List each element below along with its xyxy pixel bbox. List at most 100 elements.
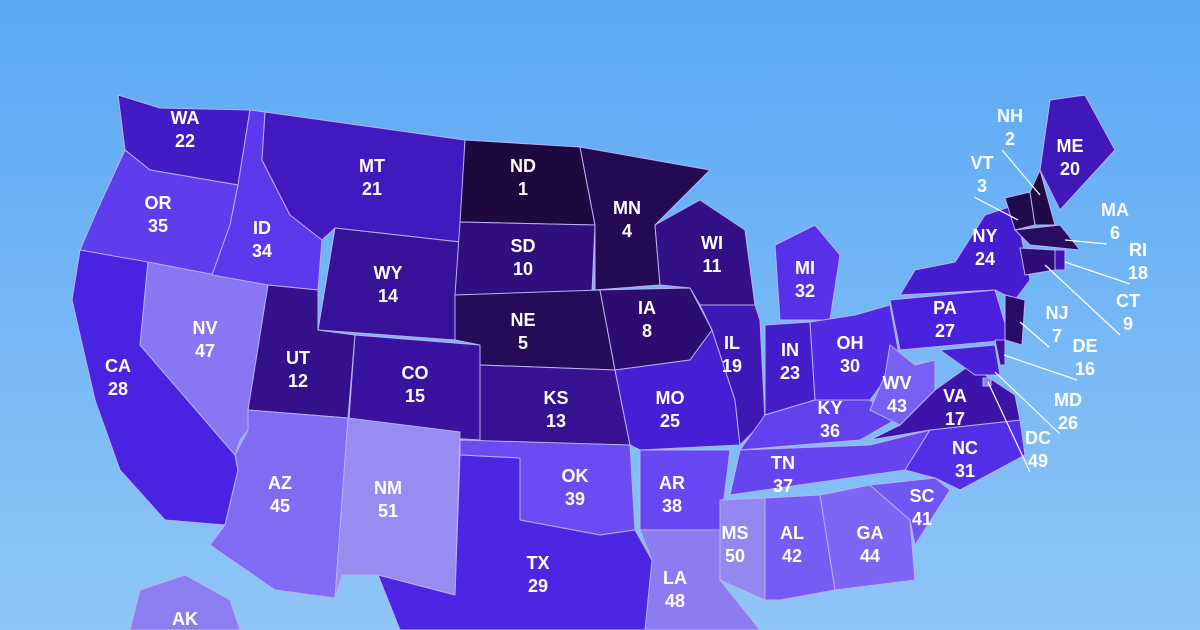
state-abbr: AK bbox=[172, 609, 198, 629]
state-rank: 16 bbox=[1075, 359, 1095, 379]
state-abbr: KS bbox=[543, 388, 568, 408]
state-shape bbox=[1004, 294, 1026, 346]
state-rank: 20 bbox=[1060, 159, 1080, 179]
state-rank: 3 bbox=[977, 176, 987, 196]
state-shape bbox=[1019, 247, 1056, 276]
state-abbr: MS bbox=[722, 523, 749, 543]
leader-line bbox=[987, 381, 1031, 473]
state-abbr: TN bbox=[771, 453, 795, 473]
state-rank: 39 bbox=[565, 489, 585, 509]
state-abbr: MO bbox=[656, 388, 685, 408]
state-shape bbox=[764, 494, 836, 601]
state-rank: 43 bbox=[887, 396, 907, 416]
state-abbr: NC bbox=[952, 438, 978, 458]
state-abbr: PA bbox=[933, 298, 957, 318]
state-shape bbox=[1039, 94, 1116, 211]
state-shape bbox=[869, 344, 936, 426]
state-rank: 21 bbox=[362, 179, 382, 199]
state-shape bbox=[869, 477, 951, 546]
state-abbr: NV bbox=[192, 318, 217, 338]
state-rank: 22 bbox=[175, 131, 195, 151]
state-abbr: GA bbox=[857, 523, 884, 543]
state-rank: 18 bbox=[1128, 263, 1148, 283]
state-shape bbox=[1014, 224, 1081, 251]
state-abbr: MN bbox=[613, 198, 641, 218]
leader-line bbox=[973, 196, 1019, 221]
state-shape bbox=[939, 344, 1001, 376]
state-rank: 6 bbox=[1110, 223, 1120, 243]
leader-line bbox=[1044, 264, 1121, 336]
state-abbr: CA bbox=[105, 356, 131, 376]
state-rank: 15 bbox=[405, 386, 425, 406]
state-rank: 49 bbox=[1028, 451, 1048, 471]
state-rank: 9 bbox=[1123, 314, 1133, 334]
state-rank: 19 bbox=[722, 356, 742, 376]
state-abbr: VT bbox=[970, 153, 993, 173]
state-abbr: MT bbox=[359, 156, 385, 176]
state-abbr: MD bbox=[1054, 390, 1082, 410]
state-rank: 2 bbox=[1005, 129, 1015, 149]
leader-line bbox=[1003, 354, 1078, 381]
state-rank: 13 bbox=[546, 411, 566, 431]
state-rank: 8 bbox=[642, 321, 652, 341]
state-rank: 36 bbox=[820, 421, 840, 441]
state-abbr: OR bbox=[145, 193, 172, 213]
state-abbr: NM bbox=[374, 478, 402, 498]
state-rank: 44 bbox=[860, 546, 880, 566]
state-rank: 48 bbox=[665, 591, 685, 611]
state-abbr: RI bbox=[1129, 240, 1147, 260]
state-rank: 41 bbox=[912, 509, 932, 529]
state-rank: 32 bbox=[795, 281, 815, 301]
state-rank: 4 bbox=[622, 221, 632, 241]
state-rank: 5 bbox=[518, 333, 528, 353]
state-abbr: WV bbox=[883, 373, 912, 393]
state-abbr: IL bbox=[724, 333, 740, 353]
state-rank: 1 bbox=[518, 179, 528, 199]
state-abbr: NJ bbox=[1045, 303, 1068, 323]
state-abbr: AZ bbox=[268, 473, 292, 493]
state-abbr: KY bbox=[817, 398, 842, 418]
state-abbr: NE bbox=[510, 310, 535, 330]
leader-line bbox=[994, 371, 1061, 435]
state-abbr: WA bbox=[171, 108, 200, 128]
state-abbr: ME bbox=[1057, 136, 1084, 156]
state-abbr: VA bbox=[943, 386, 967, 406]
state-abbr: WI bbox=[701, 233, 723, 253]
state-rank: 34 bbox=[252, 241, 272, 261]
state-rank: 17 bbox=[945, 409, 965, 429]
state-abbr: MI bbox=[795, 258, 815, 278]
state-abbr: MA bbox=[1101, 200, 1129, 220]
state-rank: 23 bbox=[780, 363, 800, 383]
state-abbr: NY bbox=[972, 226, 997, 246]
leader-line bbox=[1019, 321, 1050, 348]
state-shapes bbox=[71, 94, 1116, 630]
state-abbr: LA bbox=[663, 568, 687, 588]
state-abbr: CT bbox=[1116, 291, 1140, 311]
state-shape bbox=[1054, 249, 1066, 271]
state-shape bbox=[994, 339, 1006, 366]
state-abbr: WY bbox=[374, 263, 403, 283]
state-rank: 29 bbox=[528, 576, 548, 596]
state-rank: 12 bbox=[288, 371, 308, 391]
state-shape bbox=[317, 227, 461, 341]
state-shape bbox=[1029, 169, 1056, 226]
state-shape bbox=[774, 224, 841, 321]
state-rank: 37 bbox=[773, 476, 793, 496]
state-abbr: SC bbox=[909, 486, 934, 506]
state-rank: 38 bbox=[662, 496, 682, 516]
state-abbr: AL bbox=[780, 523, 804, 543]
state-abbr: UT bbox=[286, 348, 310, 368]
leader-line bbox=[1064, 261, 1131, 285]
state-abbr: DE bbox=[1072, 336, 1097, 356]
state-rank: 47 bbox=[195, 341, 215, 361]
state-abbr: ID bbox=[253, 218, 271, 238]
state-rank: 51 bbox=[378, 501, 398, 521]
state-abbr: ND bbox=[510, 156, 536, 176]
state-rank: 10 bbox=[513, 259, 533, 279]
state-rank: 25 bbox=[660, 411, 680, 431]
state-rank: 50 bbox=[725, 546, 745, 566]
leader-line bbox=[1001, 149, 1041, 196]
state-abbr: AR bbox=[659, 473, 685, 493]
state-rank: 7 bbox=[1052, 326, 1062, 346]
